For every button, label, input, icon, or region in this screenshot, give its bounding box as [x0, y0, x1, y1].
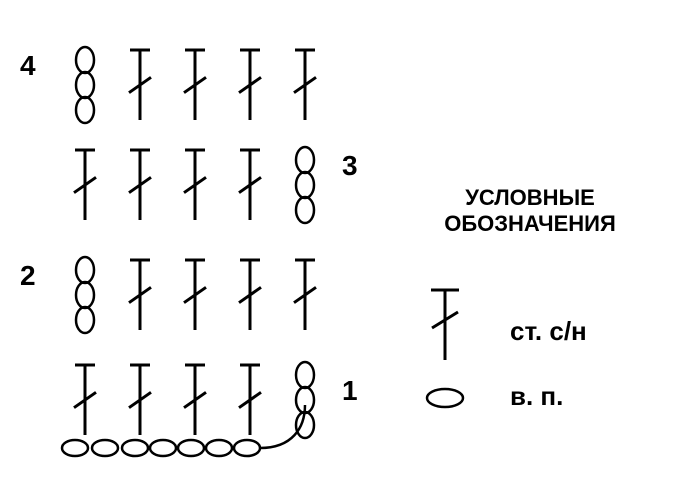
turn-chain-row3-1: [296, 172, 314, 198]
foundation-chain-0: [62, 440, 88, 456]
dc-row4-col3: [239, 50, 261, 120]
turn-chain-row3-2: [296, 197, 314, 223]
dc-row4-col2: [184, 50, 206, 120]
foundation-chain-2: [122, 440, 148, 456]
legend-dc-icon: [431, 290, 459, 360]
legend-chain-icon: [427, 389, 463, 407]
row-label-2: 2: [20, 260, 36, 291]
dc-row1-col3: [239, 365, 261, 435]
turn-chain-row3-0: [296, 147, 314, 173]
dc-row4-col1: [129, 50, 151, 120]
dc-row3-col3: [239, 150, 261, 220]
foundation-chain-3: [150, 440, 176, 456]
turn-chain-row2-0: [76, 257, 94, 283]
legend-dc-label: ст. с/н: [510, 316, 587, 346]
foundation-curve: [260, 405, 305, 448]
turn-chain-row2-2: [76, 307, 94, 333]
dc-row2-col2: [184, 260, 206, 330]
row-label-3: 3: [342, 150, 358, 181]
legend-chain-label: в. п.: [510, 381, 563, 411]
dc-row3-col0: [74, 150, 96, 220]
dc-row2-col1: [129, 260, 151, 330]
dc-row1-col0: [74, 365, 96, 435]
turn-chain-row4-2: [76, 97, 94, 123]
legend-title-1: ОБОЗНАЧЕНИЯ: [444, 211, 616, 236]
legend-title-0: УСЛОВНЫЕ: [465, 185, 595, 210]
turn-chain-row2-1: [76, 282, 94, 308]
dc-row3-col1: [129, 150, 151, 220]
dc-row1-col1: [129, 365, 151, 435]
turn-chain-row4-0: [76, 47, 94, 73]
dc-row4-col4: [294, 50, 316, 120]
dc-row2-col4: [294, 260, 316, 330]
foundation-chain-5: [206, 440, 232, 456]
turn-chain-row4-1: [76, 72, 94, 98]
foundation-chain-6: [234, 440, 260, 456]
dc-row3-col2: [184, 150, 206, 220]
foundation-chain-4: [178, 440, 204, 456]
turn-chain-row1-0: [296, 362, 314, 388]
dc-row1-col2: [184, 365, 206, 435]
row-label-4: 4: [20, 50, 36, 81]
row-label-1: 1: [342, 375, 358, 406]
foundation-chain-1: [92, 440, 118, 456]
dc-row2-col3: [239, 260, 261, 330]
